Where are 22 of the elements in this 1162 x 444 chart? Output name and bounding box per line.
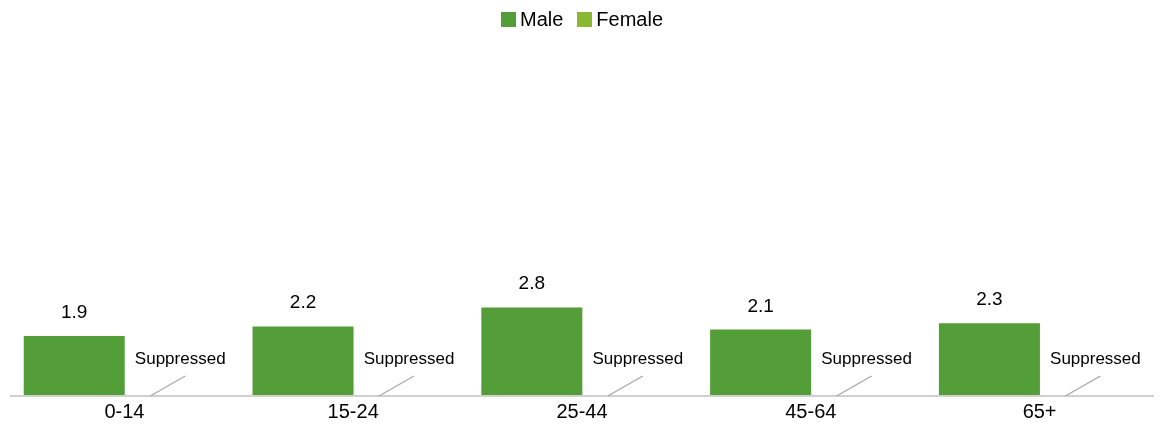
x-tick-label: 15-24: [327, 400, 379, 423]
text: Suppressed: [363, 349, 455, 368]
data-label: 2.2: [289, 291, 317, 313]
data-label: 2.3: [976, 288, 1003, 310]
x-tick-label: 25-44: [556, 400, 608, 423]
bar: [252, 326, 354, 396]
data-label: 2.1: [747, 294, 774, 316]
text: Suppressed: [592, 349, 684, 368]
legend-label: Male: [519, 8, 564, 31]
text: Suppressed: [821, 349, 912, 368]
data-label: 2.8: [518, 272, 546, 294]
x-tick-label: 45-64: [785, 400, 837, 423]
bar: [938, 323, 1040, 396]
legend-label: Female: [596, 8, 664, 31]
text: Suppressed: [1050, 349, 1141, 368]
text: Suppressed: [134, 349, 226, 368]
x-tick-label: 0-14: [104, 400, 145, 423]
bar: [481, 307, 583, 396]
data-label: 1.9: [61, 300, 88, 322]
bar: [710, 329, 812, 396]
bar: [23, 335, 125, 396]
x-tick-label: 65+: [1022, 400, 1057, 423]
